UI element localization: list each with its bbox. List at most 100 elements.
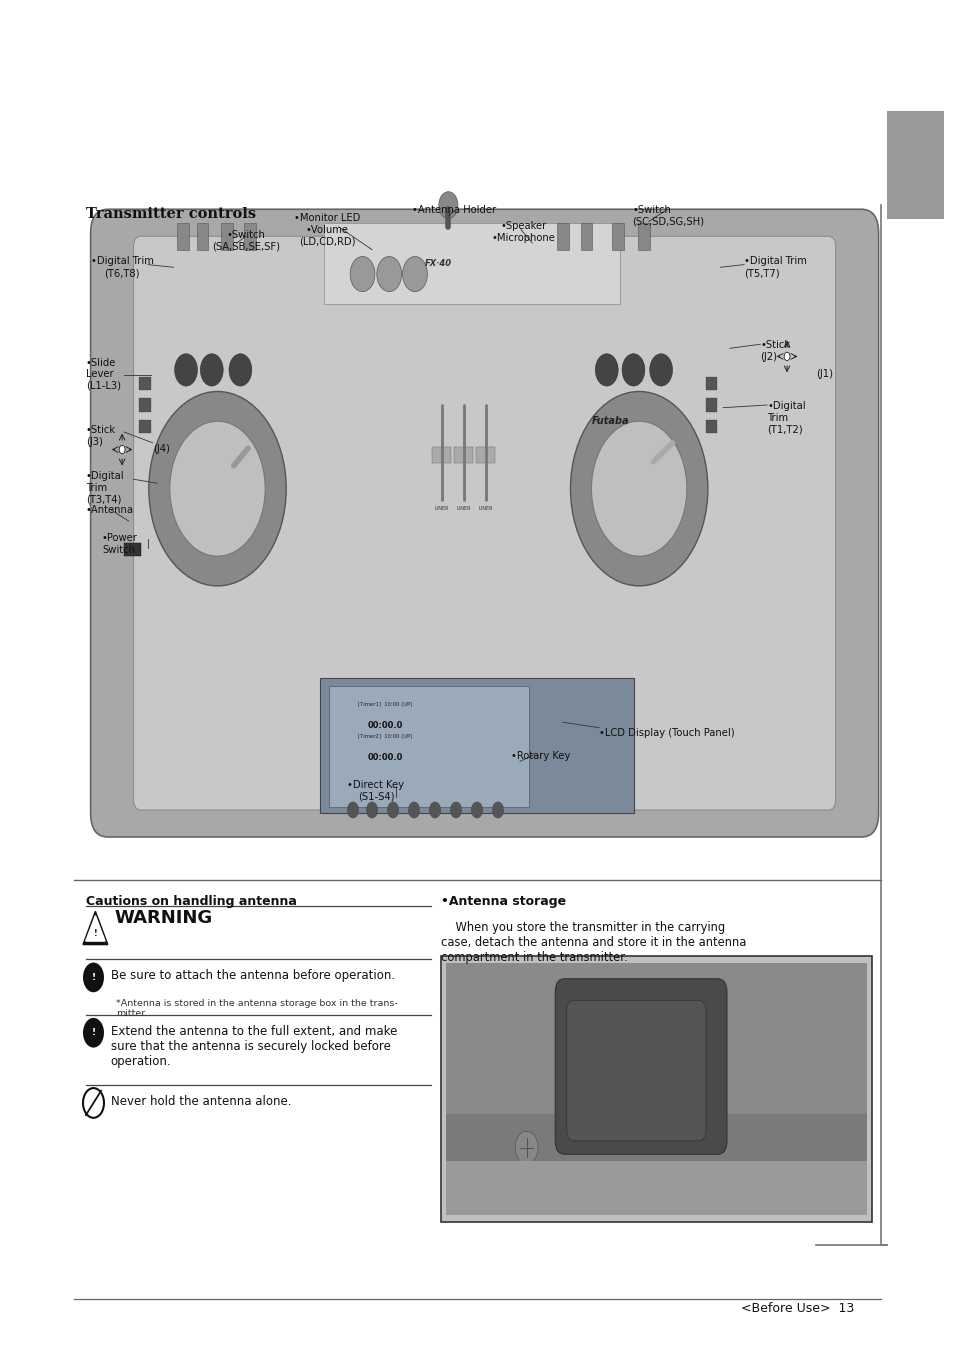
Text: WARNING: WARNING	[114, 909, 213, 926]
Text: •Digital Trim
(T5,T7): •Digital Trim (T5,T7)	[743, 256, 806, 278]
FancyBboxPatch shape	[555, 979, 726, 1154]
Bar	[705, 398, 717, 412]
Bar	[139, 420, 151, 433]
Text: 00:00.0: 00:00.0	[367, 753, 403, 763]
Bar	[557, 223, 568, 250]
Text: •Monitor LED
•Volume
(LD,CD,RD): •Monitor LED •Volume (LD,CD,RD)	[294, 213, 360, 247]
Circle shape	[621, 354, 644, 386]
Circle shape	[170, 421, 265, 556]
Text: !: !	[91, 973, 95, 981]
Bar	[139, 377, 151, 390]
Text: •Slide
Lever
(L1-L3): •Slide Lever (L1-L3)	[86, 358, 121, 391]
FancyBboxPatch shape	[91, 209, 878, 837]
Text: •Digital
Trim
(T1,T2): •Digital Trim (T1,T2)	[766, 401, 804, 435]
Text: •Antenna Holder: •Antenna Holder	[412, 205, 496, 215]
Text: !: !	[91, 1029, 95, 1037]
Text: •Stick
(J2): •Stick (J2)	[760, 340, 790, 362]
Bar	[580, 223, 592, 250]
Circle shape	[429, 802, 440, 818]
Polygon shape	[86, 915, 105, 941]
Bar	[329, 686, 529, 807]
Circle shape	[119, 446, 125, 454]
Circle shape	[471, 802, 482, 818]
Circle shape	[402, 256, 427, 292]
Text: (J1): (J1)	[816, 369, 833, 378]
Text: •Antenna storage: •Antenna storage	[440, 895, 565, 909]
Circle shape	[408, 802, 419, 818]
Text: Futaba: Futaba	[591, 416, 629, 427]
Text: Be sure to attach the antenna before operation.: Be sure to attach the antenna before ope…	[111, 969, 395, 983]
Circle shape	[366, 802, 377, 818]
Text: LINER: LINER	[477, 506, 493, 512]
Bar	[445, 1161, 866, 1215]
Text: Extend the antenna to the full extent, and make
sure that the antenna is securel: Extend the antenna to the full extent, a…	[111, 1025, 396, 1068]
Bar	[432, 447, 451, 463]
Circle shape	[591, 421, 686, 556]
Circle shape	[200, 354, 223, 386]
Text: •Stick
(J3): •Stick (J3)	[86, 425, 116, 447]
Circle shape	[649, 354, 672, 386]
Bar	[177, 223, 189, 250]
Bar	[196, 223, 208, 250]
Text: Cautions on handling antenna: Cautions on handling antenna	[86, 895, 296, 909]
Circle shape	[595, 354, 618, 386]
Circle shape	[350, 256, 375, 292]
FancyBboxPatch shape	[133, 236, 835, 810]
Text: •Digital
Trim
(T3,T4): •Digital Trim (T3,T4)	[86, 471, 124, 505]
Circle shape	[450, 802, 461, 818]
Bar	[454, 447, 473, 463]
Bar	[440, 956, 871, 1222]
Bar	[244, 223, 255, 250]
Circle shape	[347, 802, 358, 818]
Text: LINER: LINER	[434, 506, 449, 512]
Text: (J4): (J4)	[152, 444, 170, 454]
Bar	[638, 223, 649, 250]
FancyBboxPatch shape	[566, 1000, 705, 1141]
Bar	[124, 543, 141, 556]
Circle shape	[783, 352, 789, 360]
Text: When you store the transmitter in the carrying
case, detach the antenna and stor: When you store the transmitter in the ca…	[440, 921, 745, 964]
Text: •Speaker
•Microphone: •Speaker •Microphone	[492, 221, 555, 243]
Text: [Timer2]  10:00 (UP): [Timer2] 10:00 (UP)	[358, 734, 412, 740]
Bar	[221, 223, 233, 250]
Text: •Direct Key
(S1-S4): •Direct Key (S1-S4)	[347, 780, 404, 802]
Circle shape	[438, 192, 457, 219]
Text: •Digital Trim
(T6,T8): •Digital Trim (T6,T8)	[91, 256, 153, 278]
Text: •Switch
(SC,SD,SG,SH): •Switch (SC,SD,SG,SH)	[632, 205, 703, 227]
Text: Never hold the antenna alone.: Never hold the antenna alone.	[111, 1095, 291, 1108]
Bar	[886, 111, 943, 219]
Bar	[445, 963, 866, 1114]
Bar	[319, 678, 634, 813]
Bar	[476, 447, 495, 463]
Text: LINER: LINER	[456, 506, 471, 512]
Bar	[612, 223, 623, 250]
Circle shape	[376, 256, 401, 292]
Circle shape	[83, 1018, 104, 1048]
Text: [Timer1]  10:00 (UP): [Timer1] 10:00 (UP)	[358, 702, 412, 707]
Text: !: !	[93, 929, 97, 938]
Bar	[139, 398, 151, 412]
Bar	[445, 963, 866, 1215]
Circle shape	[149, 392, 286, 586]
Circle shape	[174, 354, 197, 386]
Text: 00:00.0: 00:00.0	[367, 721, 403, 730]
Polygon shape	[83, 911, 108, 945]
Text: •Power
Switch: •Power Switch	[101, 533, 137, 555]
Circle shape	[387, 802, 398, 818]
Text: <Before Use>  13: <Before Use> 13	[740, 1301, 853, 1315]
Text: •Switch
(SA,SB,SE,SF): •Switch (SA,SB,SE,SF)	[212, 230, 280, 251]
Text: *Antenna is stored in the antenna storage box in the trans-
mitter.: *Antenna is stored in the antenna storag…	[116, 999, 397, 1018]
Text: •Rotary Key: •Rotary Key	[511, 751, 570, 760]
Text: FX·40: FX·40	[425, 259, 452, 267]
Text: Transmitter controls: Transmitter controls	[86, 207, 255, 220]
Bar	[705, 420, 717, 433]
Bar	[324, 223, 619, 304]
Bar	[93, 223, 875, 823]
Bar	[705, 377, 717, 390]
Circle shape	[229, 354, 252, 386]
Circle shape	[83, 963, 104, 992]
Circle shape	[515, 1131, 537, 1164]
Text: •Antenna: •Antenna	[86, 505, 133, 514]
Circle shape	[492, 802, 503, 818]
Circle shape	[570, 392, 707, 586]
